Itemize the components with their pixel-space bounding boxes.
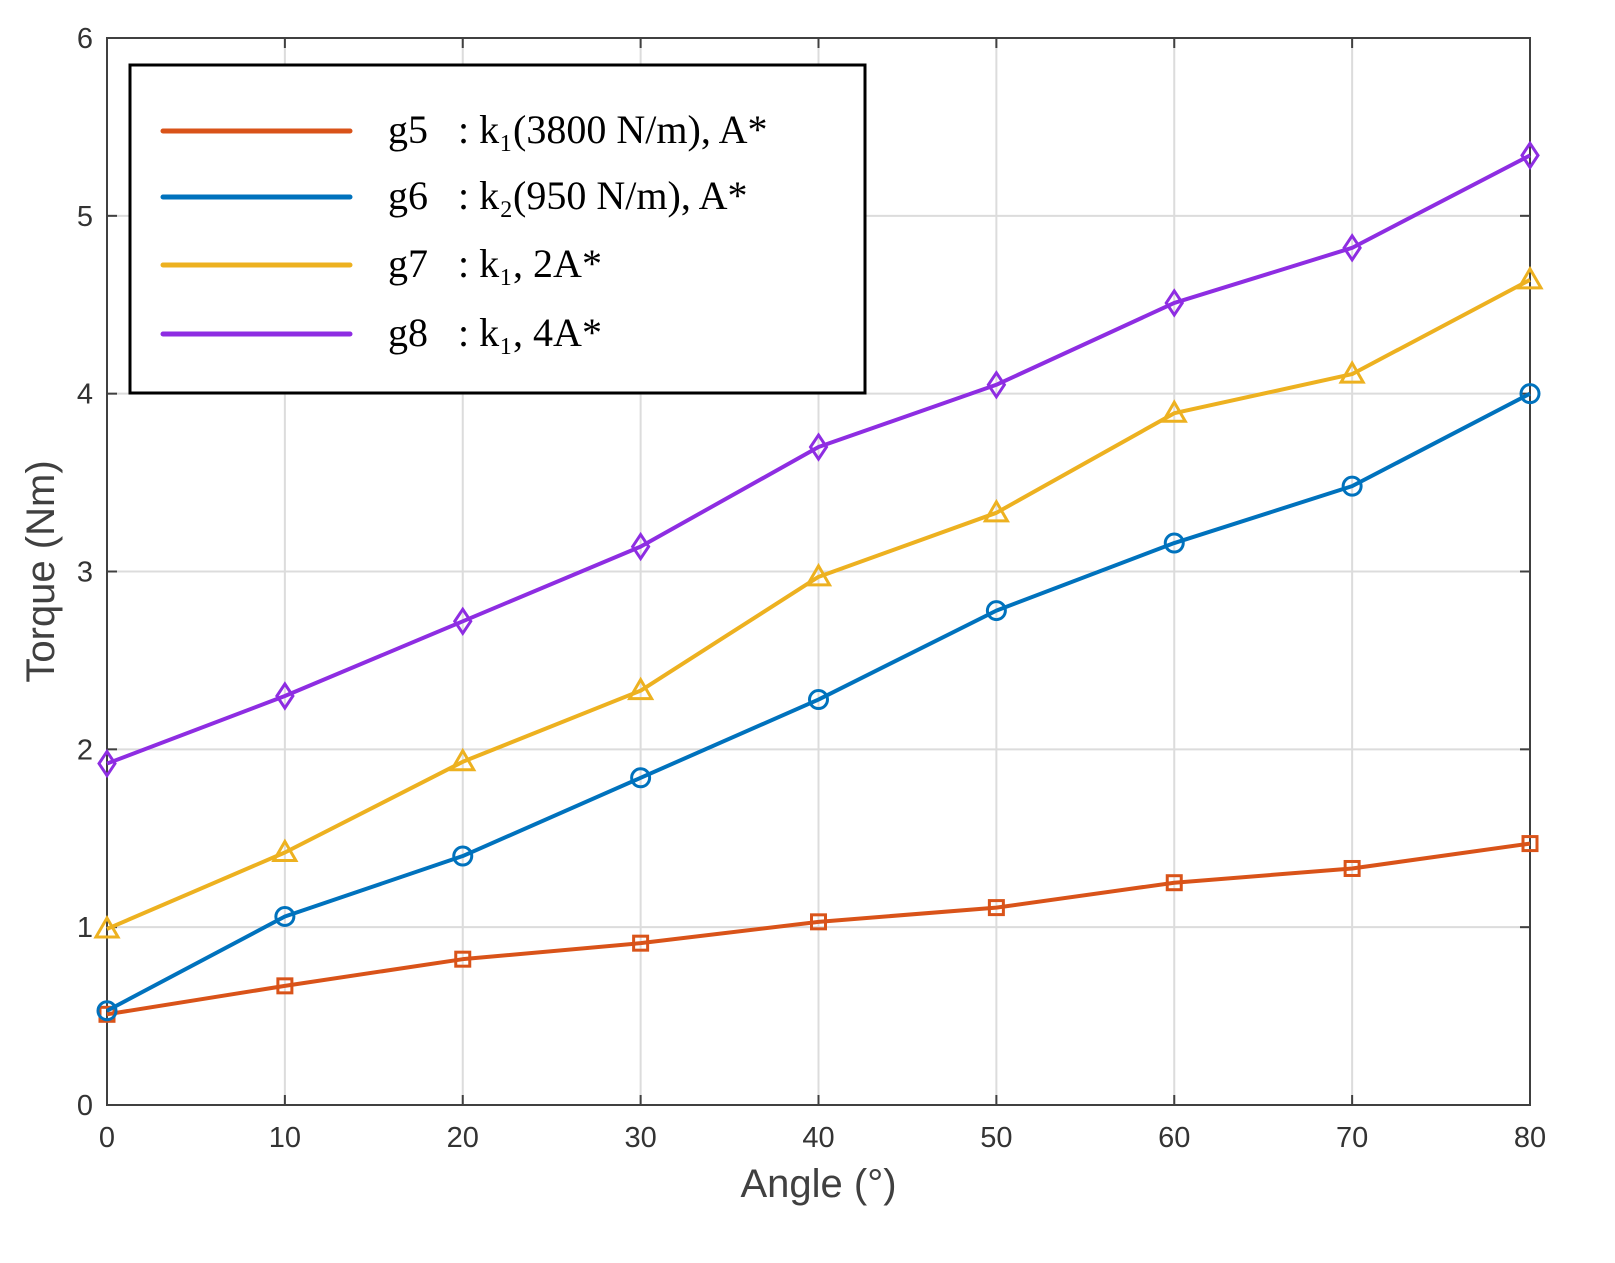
y-axis-label: Torque (Nm) <box>19 460 63 682</box>
series-line-g8 <box>106 153 1531 766</box>
square-marker <box>1165 874 1183 892</box>
circle-marker <box>452 845 474 867</box>
x-axis-label: Angle (°) <box>740 1162 896 1206</box>
circle-marker <box>808 689 829 711</box>
x-tick-label: 70 <box>1336 1122 1368 1154</box>
circle-marker <box>1519 383 1541 405</box>
circle-marker <box>630 767 652 789</box>
diamond-marker <box>97 748 117 779</box>
legend-series-desc: : k₁, 2A* <box>458 241 602 286</box>
x-tick-label: 0 <box>99 1122 115 1154</box>
series-g6 <box>96 383 1541 1022</box>
x-tick-label: 10 <box>269 1122 301 1154</box>
legend-entry-g8: g8 : k₁, 4A* <box>160 310 602 355</box>
triangle-marker <box>1160 399 1188 423</box>
triangle-marker <box>627 676 655 701</box>
y-tick-label: 3 <box>77 557 93 589</box>
square-marker <box>987 899 1005 917</box>
triangle-marker <box>93 914 121 939</box>
x-tick-label: 60 <box>1158 1122 1190 1154</box>
series-g8 <box>97 140 1540 779</box>
diamond-marker <box>986 370 1007 400</box>
triangle-marker <box>449 747 477 772</box>
circle-marker <box>274 905 296 927</box>
legend: g5: k₁(3800 N/m), A*g6: k₂(950 N/m), A*g… <box>128 63 867 395</box>
square-marker <box>1521 835 1539 853</box>
series-line-g6 <box>106 391 1531 1013</box>
legend-entry-g5: g5 : k₁(3800 N/m), A* <box>160 107 768 152</box>
triangle-marker <box>804 562 833 587</box>
legend-box <box>128 63 867 395</box>
legend-series-desc: : k₁(3800 N/m), A* <box>458 107 768 152</box>
x-tick-label: 80 <box>1514 1122 1546 1154</box>
diamond-marker <box>452 606 473 636</box>
square-marker <box>276 977 294 995</box>
triangle-marker <box>1516 265 1544 290</box>
series-line-g7 <box>106 278 1531 931</box>
x-tick-label: 40 <box>802 1122 834 1154</box>
diamond-marker <box>1342 233 1362 263</box>
legend-entry-g7: g7 : k₁, 2A* <box>160 241 602 286</box>
square-marker <box>632 934 650 952</box>
y-tick-label: 0 <box>77 1090 93 1122</box>
series-g7 <box>93 265 1544 939</box>
diamond-marker <box>275 681 295 711</box>
legend-series-desc: : k₂(950 N/m), A* <box>458 173 748 218</box>
x-tick-label: 30 <box>624 1122 656 1154</box>
square-marker <box>454 950 472 968</box>
y-tick-label: 2 <box>77 734 93 766</box>
diamond-marker <box>630 531 651 562</box>
circle-marker <box>1163 532 1185 554</box>
legend-series-name: g8 <box>388 310 428 355</box>
legend-entry-g6: g6 : k₂(950 N/m), A* <box>160 173 748 218</box>
y-tick-label: 5 <box>77 201 93 233</box>
diamond-marker <box>1164 288 1185 318</box>
y-tick-label: 4 <box>77 379 93 411</box>
legend-series-name: g6 <box>388 173 428 218</box>
series-line-g5 <box>106 841 1531 1017</box>
y-axis-ticks: 0 1 2 3 4 5 6 <box>77 23 1530 1122</box>
series-layer <box>93 140 1544 1023</box>
triangle-marker <box>1338 360 1366 384</box>
legend-series-name: g5 <box>388 107 428 152</box>
x-tick-label: 20 <box>447 1122 479 1154</box>
legend-series-name: g7 <box>388 241 428 286</box>
square-marker <box>810 913 827 931</box>
square-marker <box>1343 859 1361 877</box>
circle-marker <box>1341 475 1363 497</box>
triangle-marker <box>982 498 1010 523</box>
circle-marker <box>985 600 1007 622</box>
legend-series-desc: : k₁, 4A* <box>458 310 602 355</box>
circle-marker <box>96 1000 118 1022</box>
y-tick-label: 6 <box>77 23 93 55</box>
diamond-marker <box>808 432 829 462</box>
x-axis-ticks: 0 10 20 30 40 50 60 70 80 <box>99 38 1546 1154</box>
x-tick-label: 50 <box>980 1122 1012 1154</box>
y-tick-label: 1 <box>77 912 93 944</box>
series-g5 <box>98 835 1539 1023</box>
diamond-marker <box>1520 140 1540 171</box>
triangle-marker <box>271 838 299 862</box>
